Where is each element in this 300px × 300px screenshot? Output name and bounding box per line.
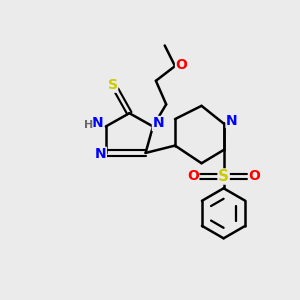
- Text: N: N: [152, 116, 164, 130]
- Text: N: N: [92, 116, 103, 130]
- Text: S: S: [218, 169, 229, 184]
- Text: O: O: [249, 169, 260, 184]
- Text: O: O: [176, 58, 188, 72]
- Text: O: O: [187, 169, 199, 184]
- Text: N: N: [95, 147, 106, 161]
- Text: S: S: [108, 78, 118, 92]
- Text: H: H: [83, 120, 93, 130]
- Text: N: N: [226, 114, 238, 128]
